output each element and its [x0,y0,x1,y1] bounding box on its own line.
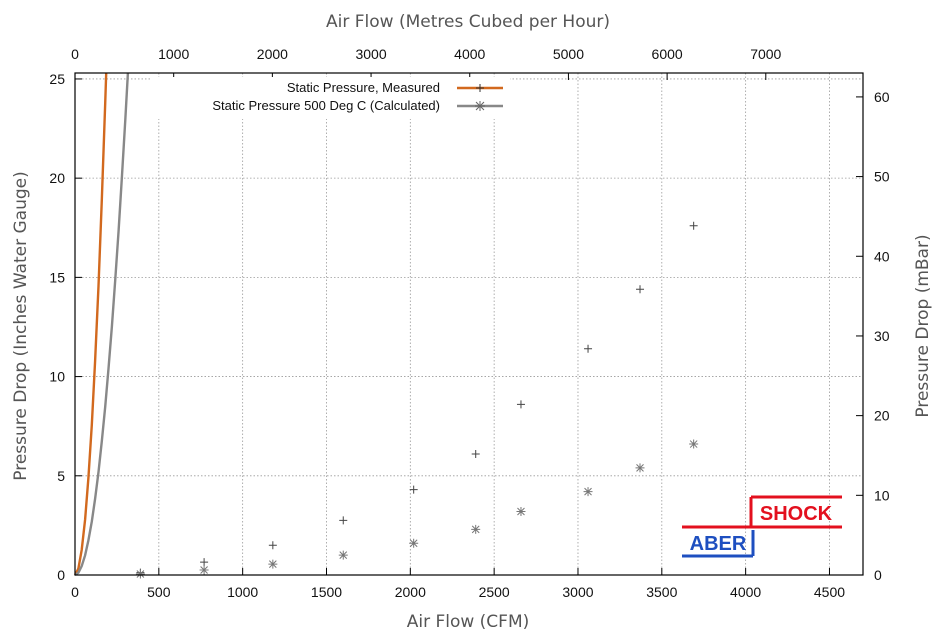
data-point-measured [636,285,645,294]
x-top-tick-label: 0 [71,46,79,62]
y-tick-label: 25 [49,71,65,87]
data-point-measured [200,558,209,567]
data-point-calculated [689,439,699,449]
data-point-calculated [409,538,419,548]
points [135,221,699,579]
x-top-tick-label: 1000 [158,46,189,62]
x-top-tick-label: 4000 [454,46,485,62]
y-tick-label: 0 [57,567,65,583]
x-top-tick-label: 2000 [257,46,288,62]
x-top-tick-label: 3000 [355,46,386,62]
x-top-tick-label: 5000 [553,46,584,62]
x-top-axis-title: Air Flow (Metres Cubed per Hour) [326,12,610,32]
legend-label-calculated: Static Pressure 500 Deg C (Calculated) [212,98,440,113]
y-right-tick-label: 40 [874,248,890,264]
data-point-measured [689,221,698,230]
legend-background [150,77,510,119]
data-point-measured [268,541,277,550]
data-point-measured [584,344,593,353]
grid [75,73,863,575]
logo-text-shock: SHOCK [760,503,833,525]
data-point-measured [471,449,480,458]
data-point-calculated [471,524,481,534]
data-point-measured [409,485,418,494]
data-point-calculated [268,559,278,569]
x-tick-label: 0 [71,584,79,600]
data-point-calculated [516,507,526,517]
legend-label-measured: Static Pressure, Measured [287,80,440,95]
ticks: 0 500 1000 1500 2000 2500 3000 3500 4000 45000510… [49,46,889,600]
data-point-calculated [338,550,348,560]
y-tick-label: 20 [49,170,65,186]
x-top-tick-label: 6000 [652,46,683,62]
y-right-tick-label: 60 [874,89,890,105]
data-point-measured [339,516,348,525]
curves [73,72,130,576]
legend-marker-calculated [475,101,485,111]
y-right-tick-label: 20 [874,408,890,424]
data-point-calculated [199,565,209,575]
x-tick-label: 1500 [311,584,342,600]
x-tick-label: 500 [147,584,171,600]
x-top-tick-label: 7000 [750,46,781,62]
y-right-tick-label: 0 [874,567,882,583]
x-tick-label: 4000 [730,584,761,600]
series-line-0 [73,72,108,576]
x-tick-label: 3000 [562,584,593,600]
abershock-logo: ABER SHOCK [682,495,842,558]
data-point-calculated [135,569,145,579]
series-line-1 [74,72,130,576]
y-right-axis-title: Pressure Drop (mBar) [913,234,933,417]
x-tick-label: 1000 [227,584,258,600]
x-tick-label: 2500 [479,584,510,600]
y-right-tick-label: 10 [874,487,890,503]
x-tick-label: 2000 [395,584,426,600]
y-tick-label: 5 [57,468,65,484]
y-tick-label: 15 [49,269,65,285]
data-point-calculated [635,463,645,473]
y-right-tick-label: 30 [874,328,890,344]
plot-frame [74,72,864,576]
y-left-axis-title: Pressure Drop (Inches Water Gauge) [11,171,31,480]
y-right-tick-label: 50 [874,169,890,185]
legend-marker-measured [476,84,484,92]
data-point-measured [516,400,525,409]
data-point-calculated [583,487,593,497]
x-bottom-axis-title: Air Flow (CFM) [407,612,530,632]
x-tick-label: 3500 [646,584,677,600]
y-tick-label: 10 [49,369,65,385]
x-tick-label: 4500 [814,584,845,600]
legend: Static Pressure, Measured Static Pressur… [150,77,510,119]
logo-text-aber: ABER [690,533,747,555]
